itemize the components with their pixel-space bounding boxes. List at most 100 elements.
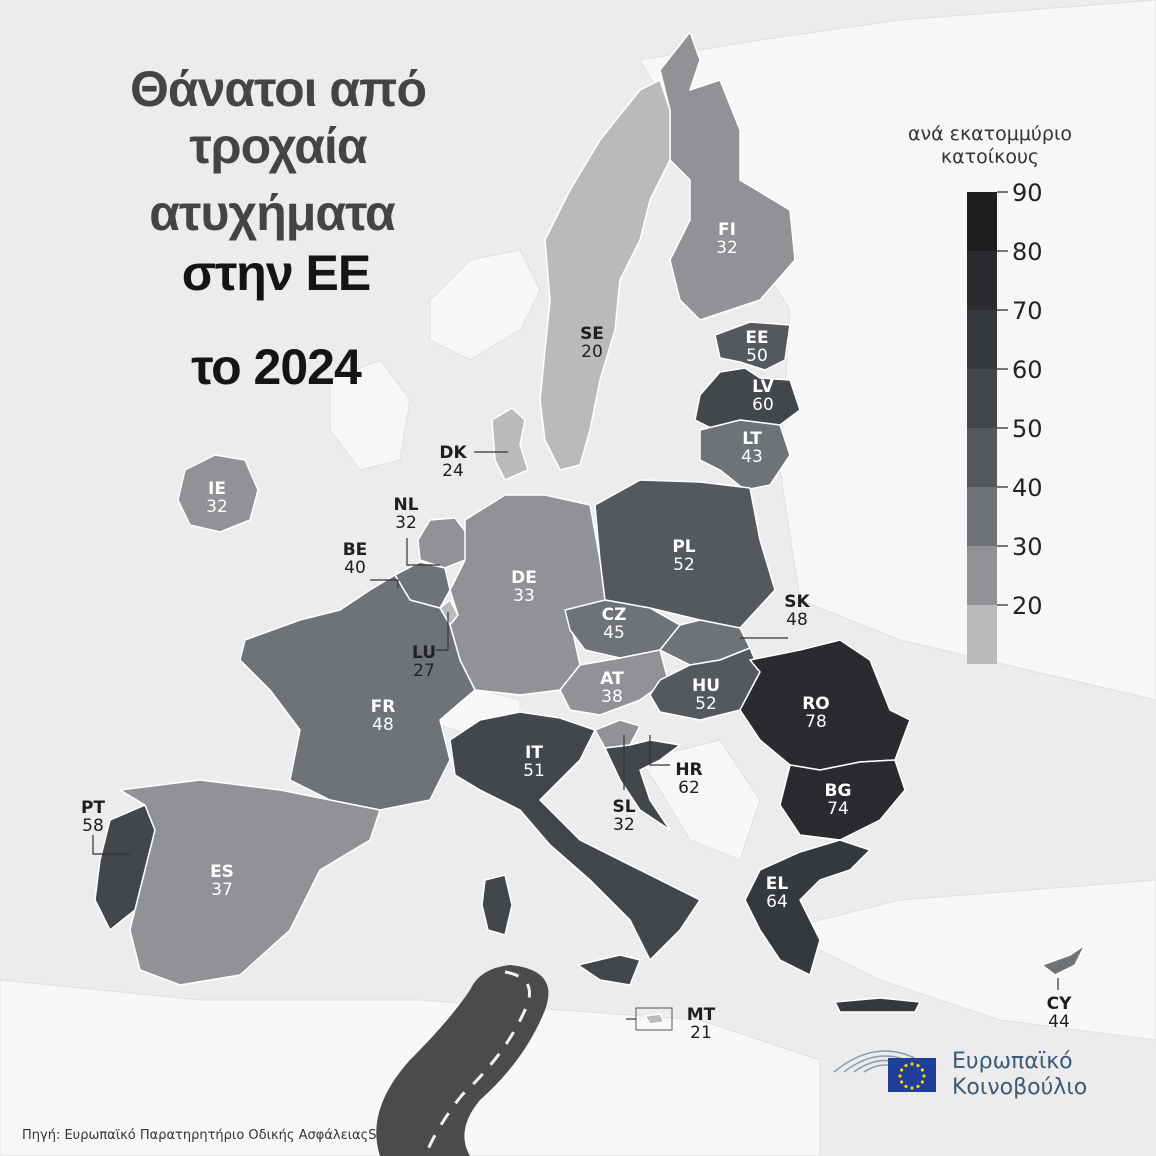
country-code-se: SE — [580, 324, 604, 344]
country-code-fi: FI — [718, 220, 736, 240]
country-code-lu: LU — [412, 643, 436, 663]
country-value-lv: 60 — [752, 395, 774, 415]
title-line-5: το 2024 — [191, 339, 362, 395]
country-code-at: AT — [600, 669, 624, 689]
country-shape-sardinia — [481, 874, 513, 936]
country-code-es: ES — [210, 862, 234, 882]
legend-tick-label: 90 — [1012, 179, 1043, 207]
country-shape-it — [449, 711, 701, 961]
road-illustration — [376, 965, 549, 1156]
country-code-ie: IE — [208, 479, 226, 499]
country-code-dk: DK — [439, 443, 467, 463]
country-shape-si — [594, 719, 641, 749]
country-value-hr: 62 — [678, 778, 700, 798]
country-code-pl: PL — [672, 537, 695, 557]
leader-line-lu — [436, 612, 449, 651]
country-value-at: 38 — [601, 687, 623, 707]
legend-tick-label: 40 — [1012, 474, 1043, 502]
country-value-lt: 43 — [741, 447, 763, 467]
leader-line-pt — [92, 835, 130, 855]
legend-tick-label: 60 — [1012, 356, 1043, 384]
country-value-be: 40 — [344, 558, 366, 578]
logo-line-2: Κοινοβούλιο — [952, 1075, 1087, 1100]
country-shape-mt — [644, 1013, 665, 1025]
country-shape-se — [539, 79, 671, 471]
title-line-2: τροχαία — [189, 118, 368, 174]
country-value-es: 37 — [211, 880, 233, 900]
country-code-hr: HR — [675, 760, 702, 780]
country-shape-bg — [779, 759, 906, 841]
country-shape-es — [119, 779, 381, 986]
legend-swatch — [967, 192, 997, 251]
legend-swatch — [967, 251, 997, 310]
country-code-it: IT — [525, 743, 543, 763]
country-shape-ie — [177, 454, 259, 533]
legend-swatch — [967, 310, 997, 369]
eu-countries — [94, 31, 1086, 1025]
country-shape-dk — [491, 407, 529, 481]
legend-title-line-1: ανά εκατομμύριο — [908, 123, 1072, 145]
legend-ticks: 90 80 70 60 50 40 30 20 — [997, 179, 1043, 620]
country-value-de: 33 — [513, 586, 535, 606]
country-value-fr: 48 — [372, 715, 394, 735]
title-line-1: Θάνατοι από — [130, 61, 426, 117]
country-code-fr: FR — [371, 697, 396, 717]
country-value-sk: 48 — [786, 610, 808, 630]
country-value-cy: 44 — [1048, 1012, 1070, 1032]
country-value-bg: 74 — [827, 799, 849, 819]
country-code-pt: PT — [81, 798, 105, 818]
country-code-ee: EE — [745, 328, 768, 348]
legend-tick-label: 80 — [1012, 238, 1043, 266]
country-value-ie: 32 — [206, 497, 228, 517]
legend-swatch — [967, 605, 997, 664]
country-value-fi: 32 — [716, 238, 738, 258]
country-value-lu: 27 — [413, 661, 435, 681]
legend-swatch — [967, 369, 997, 428]
country-value-hu: 52 — [695, 694, 717, 714]
country-shape-sicily — [577, 954, 641, 986]
country-code-lv: LV — [752, 377, 774, 397]
country-code-el: EL — [766, 874, 789, 894]
legend-tick-label: 70 — [1012, 297, 1043, 325]
leader-line-nl — [406, 538, 440, 566]
country-code-cy: CY — [1047, 994, 1072, 1014]
country-value-nl: 32 — [395, 513, 417, 533]
country-value-pl: 52 — [673, 555, 695, 575]
leader-lines — [92, 451, 1059, 1020]
country-code-sl: SL — [612, 797, 635, 817]
country-code-de: DE — [511, 568, 537, 588]
legend-title-line-2: κατοίκους — [941, 146, 1039, 168]
legend-swatch — [967, 487, 997, 546]
country-shape-pl — [594, 479, 776, 629]
country-value-dk: 24 — [442, 461, 464, 481]
country-code-bg: BG — [825, 781, 852, 801]
title-line-3: ατυχήματα — [149, 185, 396, 241]
country-value-el: 64 — [766, 892, 788, 912]
country-shape-ee — [714, 321, 791, 371]
country-code-be: BE — [343, 540, 368, 560]
country-code-nl: NL — [393, 495, 418, 515]
country-value-it: 51 — [523, 761, 545, 781]
country-code-lt: LT — [742, 429, 762, 449]
source-note: Πηγή: Ευρωπαϊκό Παρατηρητήριο Οδικής Ασφ… — [22, 1128, 377, 1143]
country-value-mt: 21 — [690, 1023, 712, 1043]
country-code-mt: MT — [687, 1005, 716, 1025]
logo-line-1: Ευρωπαϊκό — [952, 1049, 1073, 1074]
country-shape-fr — [239, 574, 476, 811]
country-shape-nl — [417, 517, 469, 569]
country-value-cz: 45 — [603, 623, 625, 643]
country-value-ee: 50 — [746, 346, 768, 366]
country-shape-fi — [659, 31, 796, 321]
leader-line-be — [370, 579, 399, 588]
country-code-ro: RO — [802, 694, 830, 714]
country-shape-el — [744, 839, 871, 976]
eu-flag-stars — [898, 1062, 926, 1090]
legend-tick-label: 50 — [1012, 415, 1043, 443]
leader-line-hr — [649, 735, 670, 766]
legend-swatch — [967, 428, 997, 487]
country-shape-lv — [694, 367, 801, 431]
country-code-cz: CZ — [602, 605, 627, 625]
country-value-ro: 78 — [805, 712, 827, 732]
